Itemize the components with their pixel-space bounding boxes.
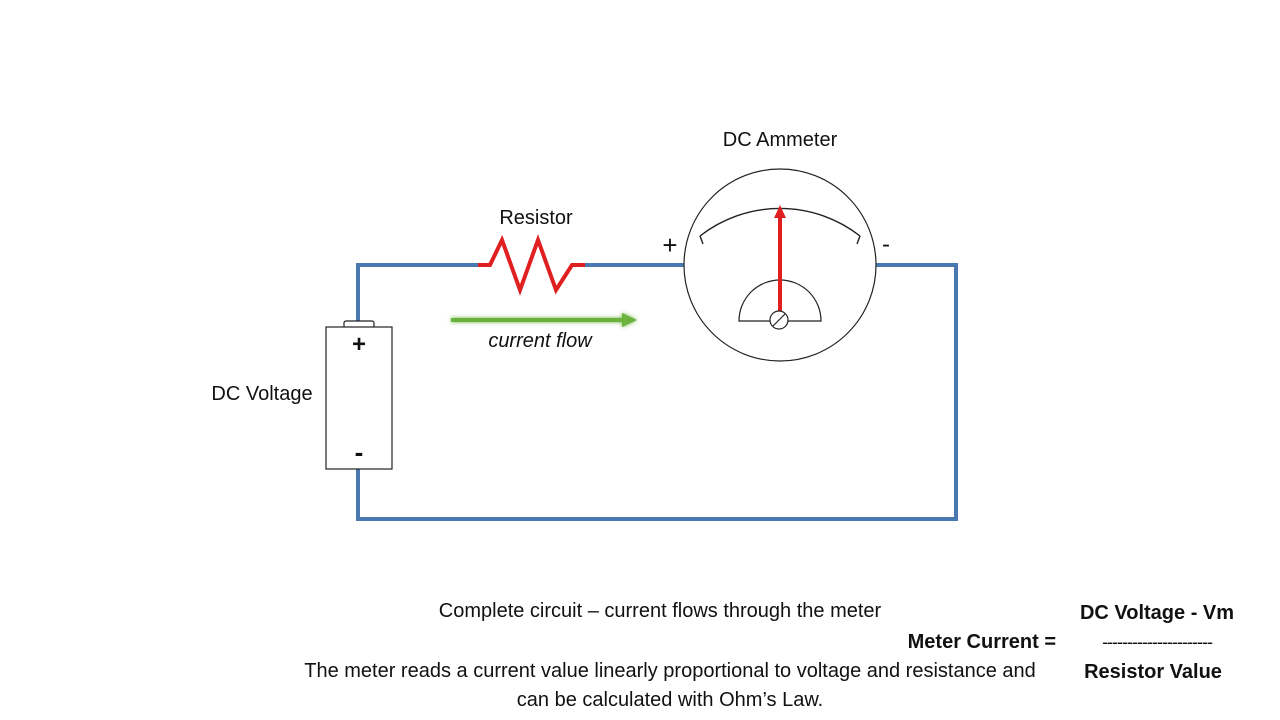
formula-lhs: Meter Current = <box>907 631 1056 653</box>
meter-scale-end-right <box>856 235 861 245</box>
battery-plus-label: + <box>352 331 366 358</box>
wire-top-left <box>356 263 486 327</box>
ammeter-label: DC Ammeter <box>723 129 838 151</box>
meter-needle-tip <box>774 205 786 218</box>
analog-meter-icon <box>683 168 877 362</box>
battery-icon <box>325 320 393 470</box>
right-arrow-icon <box>451 313 637 327</box>
formula-numerator: DC Voltage - Vm <box>1079 602 1235 624</box>
wire-right-loop <box>356 263 958 521</box>
caption-body: The meter reads a current value linearly… <box>304 660 1036 711</box>
voltage-label: DC Voltage <box>211 383 312 405</box>
caption-title: Complete circuit – current flows through… <box>438 600 882 622</box>
circuit-wire <box>356 263 958 521</box>
meter-plus-label: + <box>662 230 677 260</box>
battery-body <box>325 326 393 470</box>
resistor-zigzag-icon <box>478 234 585 296</box>
current-flow-label: current flow <box>488 330 593 352</box>
battery-minus-label: - <box>355 437 364 467</box>
meter-scale-end-left <box>699 235 704 245</box>
formula-fraction-bar: ---------------------- <box>1102 632 1213 652</box>
resistor-label: Resistor <box>499 207 573 229</box>
meter-minus-label: - <box>882 231 890 258</box>
meter-pivot-slot <box>772 313 786 327</box>
formula-denominator: Resistor Value <box>1084 661 1222 683</box>
